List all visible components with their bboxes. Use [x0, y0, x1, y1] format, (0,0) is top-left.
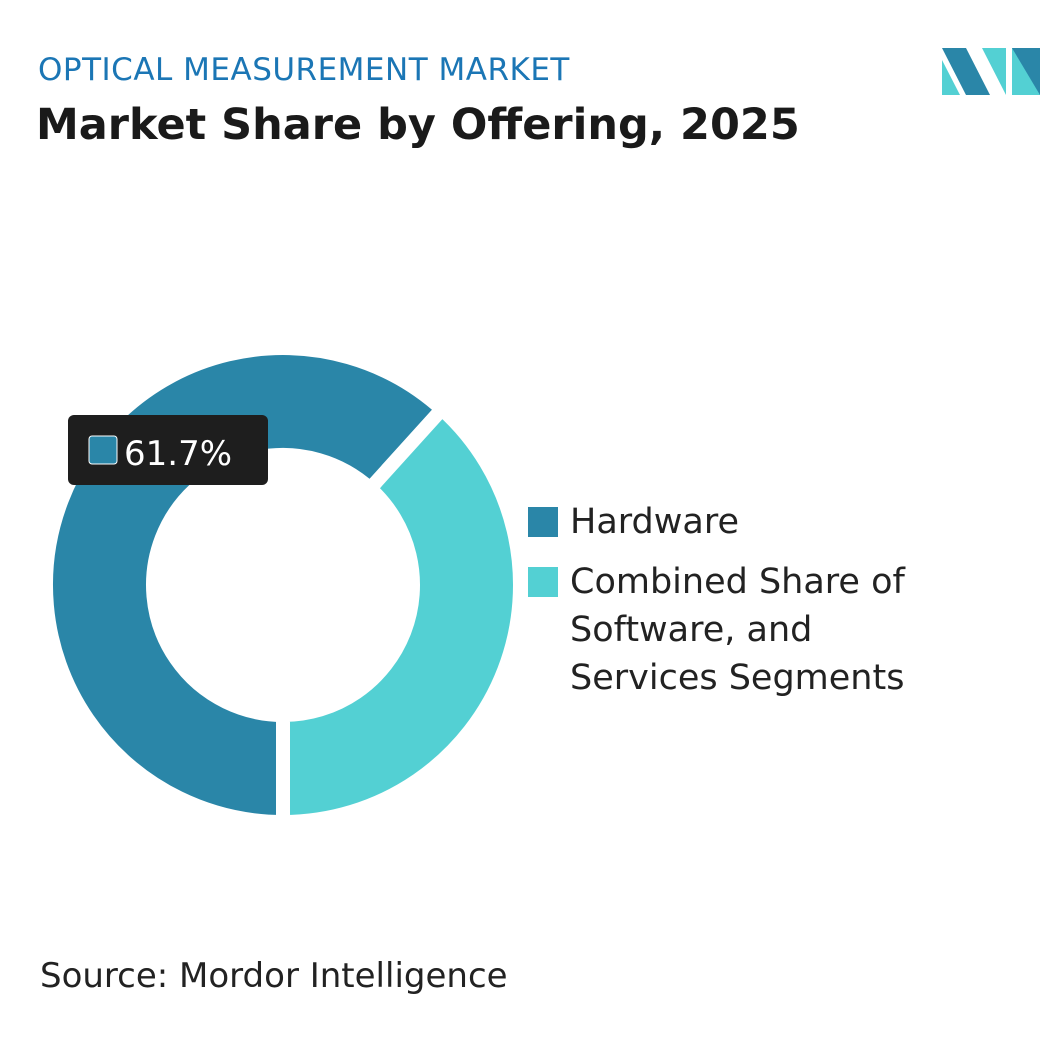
data-label: 61.7% [68, 415, 268, 485]
logo-shape [942, 48, 990, 95]
legend-swatch [528, 567, 558, 597]
legend-swatch [528, 507, 558, 537]
logo-shape [1012, 48, 1040, 95]
label-box [68, 415, 268, 485]
legend-label: Combined Share of Software, and Services… [570, 562, 905, 698]
label-text: 61.7% [124, 434, 232, 474]
chart-subtitle: OPTICAL MEASUREMENT MARKET [38, 52, 570, 88]
logo-shape [942, 60, 960, 95]
logo [942, 48, 1040, 95]
legend-item: Combined Share of Software, and Services… [528, 558, 968, 702]
legend-item: Hardware [528, 498, 968, 546]
legend-label: Hardware [570, 502, 739, 542]
legend: Hardware Combined Share of Software, and … [528, 498, 968, 714]
label-swatch [88, 435, 118, 465]
logo-shape [982, 48, 1006, 95]
source: Source: Mordor Intelligence [40, 956, 508, 996]
donut-slice [276, 399, 527, 830]
chart-title: Market Share by Offering, 2025 [36, 100, 800, 150]
